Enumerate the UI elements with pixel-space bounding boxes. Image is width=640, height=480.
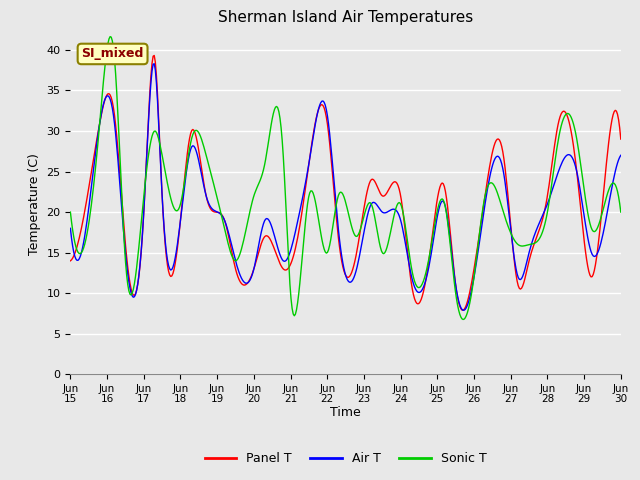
- Sonic T: [106, 34, 114, 39]
- Air T: [460, 307, 467, 313]
- Panel T: [365, 180, 373, 186]
- Sonic T: [520, 243, 527, 249]
- Air T: [329, 166, 337, 171]
- Panel T: [332, 213, 340, 219]
- Panel T: [150, 53, 158, 59]
- Sonic T: [365, 200, 373, 205]
- Sonic T: [617, 209, 625, 215]
- Air T: [520, 270, 527, 276]
- Sonic T: [396, 200, 403, 205]
- Air T: [396, 213, 403, 218]
- Y-axis label: Temperature (C): Temperature (C): [28, 153, 41, 255]
- Panel T: [617, 136, 625, 142]
- Panel T: [606, 131, 614, 137]
- Air T: [617, 153, 625, 158]
- Line: Panel T: Panel T: [70, 56, 621, 310]
- Air T: [150, 61, 158, 67]
- Air T: [67, 226, 74, 231]
- Air T: [365, 206, 373, 212]
- Panel T: [460, 307, 467, 313]
- Panel T: [520, 280, 527, 286]
- Title: Sherman Island Air Temperatures: Sherman Island Air Temperatures: [218, 11, 473, 25]
- Air T: [606, 196, 614, 202]
- Panel T: [67, 258, 74, 264]
- Sonic T: [460, 317, 467, 323]
- Panel T: [329, 176, 337, 181]
- X-axis label: Time: Time: [330, 406, 361, 419]
- Panel T: [396, 186, 403, 192]
- Line: Sonic T: Sonic T: [70, 36, 621, 320]
- Text: SI_mixed: SI_mixed: [81, 48, 144, 60]
- Line: Air T: Air T: [70, 64, 621, 310]
- Sonic T: [332, 202, 340, 208]
- Air T: [332, 204, 340, 210]
- Sonic T: [67, 209, 74, 215]
- Legend: Panel T, Air T, Sonic T: Panel T, Air T, Sonic T: [200, 447, 492, 470]
- Sonic T: [329, 223, 337, 229]
- Sonic T: [606, 184, 614, 190]
